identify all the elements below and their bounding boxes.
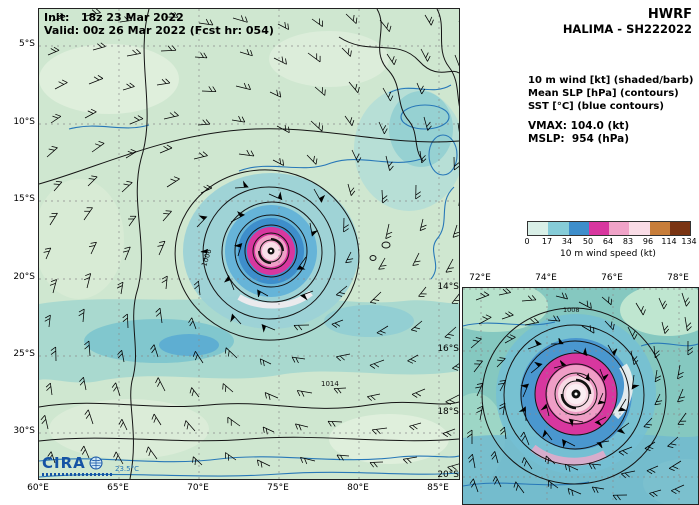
wind-speed-colorbar <box>527 221 691 236</box>
cb-tick-83: 83 <box>622 237 634 246</box>
inset-lon-74e: 74°E <box>535 273 557 283</box>
inset-lon-72e: 72°E <box>469 273 491 283</box>
cira-logo: CIRA <box>42 454 112 476</box>
globe-icon <box>89 456 103 470</box>
lat-tick-5s: 5°S <box>19 39 35 49</box>
inset-cyclone-symbol <box>560 378 592 410</box>
main-map-plot: 1006 1014 23.5°C <box>39 9 459 479</box>
lat-tick-10s: 10°S <box>13 117 35 127</box>
inset-lat-18s: 18°S <box>437 407 459 417</box>
cb-tick-17: 17 <box>541 237 553 246</box>
legend: 10 m wind [kt] (shaded/barb) Mean SLP [h… <box>528 74 693 113</box>
run-info: Init: 18z 23 Mar 2022 Valid: 00z 26 Mar … <box>44 11 274 37</box>
cira-logo-text: CIRA <box>42 454 86 472</box>
sst-label: 23.5°C <box>115 465 139 473</box>
cb-tick-96: 96 <box>642 237 654 246</box>
cb-tick-64: 64 <box>602 237 614 246</box>
inset-lat-20s: 20°S <box>437 470 459 480</box>
cb-tick-50: 50 <box>582 237 594 246</box>
colorbar-segment <box>629 222 650 235</box>
model-name: HWRF <box>647 7 692 22</box>
legend-sst: SST [°C] (blue contours) <box>528 101 664 112</box>
init-time: Init: 18z 23 Mar 2022 <box>44 11 184 24</box>
wind-barbs <box>40 9 459 472</box>
storm-name: HALIMA - SH222022 <box>562 22 692 36</box>
legend-wind: 10 m wind [kt] (shaded/barb) <box>528 75 694 86</box>
inset-lat-16s: 16°S <box>437 344 459 354</box>
lon-tick-75e: 75°E <box>267 483 289 493</box>
mslp-value: MSLP: 954 (hPa) <box>528 133 630 145</box>
valid-time: Valid: 00z 26 Mar 2022 (Fcst hr: 054) <box>44 24 274 37</box>
title-block: HWRF HALIMA - SH222022 <box>470 7 692 37</box>
inset-grid <box>463 288 698 504</box>
storm-metrics: VMAX: 104.0 (kt) MSLP: 954 (hPa) <box>528 120 629 146</box>
wind-barbs <box>466 288 694 501</box>
cb-tick-34: 34 <box>561 237 573 246</box>
inset-lat-14s: 14°S <box>437 282 459 292</box>
inset-slp-label: 1008 <box>563 306 580 314</box>
lat-tick-20s: 20°S <box>13 272 35 282</box>
legend-slp: Mean SLP [hPa] (contours) <box>528 88 679 99</box>
colorbar-segment <box>568 222 589 235</box>
lat-tick-25s: 25°S <box>13 349 35 359</box>
lon-tick-60e: 60°E <box>27 483 49 493</box>
slp-contours <box>39 9 459 479</box>
cb-tick-0: 0 <box>524 237 530 246</box>
cb-tick-134: 134 <box>681 237 697 246</box>
colorbar-segment <box>609 222 630 235</box>
slp-label-1014: 1014 <box>321 380 339 388</box>
vmax-value: VMAX: 104.0 (kt) <box>528 120 630 132</box>
colorbar-segment <box>588 222 609 235</box>
inset-lon-76e: 76°E <box>601 273 623 283</box>
cb-tick-114: 114 <box>661 237 677 246</box>
colorbar-segment <box>528 222 549 235</box>
colorbar-label: 10 m wind speed (kt) <box>560 249 656 259</box>
lat-tick-15s: 15°S <box>13 194 35 204</box>
inset-zoom-map: 1008 <box>462 287 699 505</box>
cyclone-symbol <box>258 238 284 264</box>
colorbar-segment <box>548 222 569 235</box>
lat-tick-30s: 30°S <box>13 426 35 436</box>
lon-tick-85e: 85°E <box>427 483 449 493</box>
lon-tick-65e: 65°E <box>107 483 129 493</box>
cira-tagline <box>42 473 112 476</box>
sst-contours <box>39 84 459 478</box>
lon-tick-70e: 70°E <box>187 483 209 493</box>
inset-lon-78e: 78°E <box>667 273 689 283</box>
lon-tick-80e: 80°E <box>347 483 369 493</box>
inset-map-plot: 1008 <box>463 288 698 504</box>
colorbar-segment <box>669 222 690 235</box>
main-map: 1006 1014 23.5°C <box>38 8 460 480</box>
colorbar-segment <box>649 222 670 235</box>
moderate-wind-shading <box>39 87 459 383</box>
